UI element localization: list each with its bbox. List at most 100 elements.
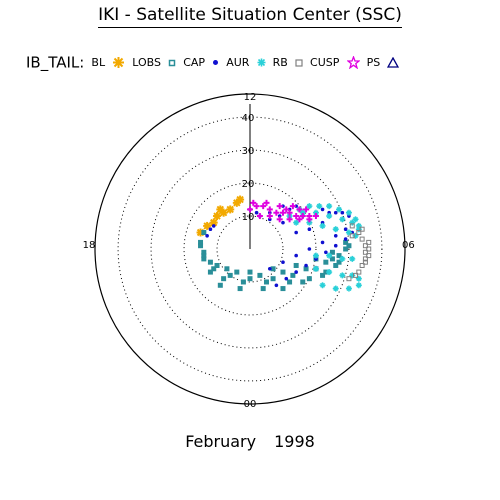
grid (117, 116, 383, 382)
data-point-lobs (306, 276, 312, 282)
data-point-lobs (329, 256, 335, 262)
data-point-aur (293, 219, 300, 226)
time-label-top: 12 (244, 92, 257, 103)
data-point-lobs (323, 259, 329, 265)
data-point-bl (213, 212, 222, 221)
radial-tick-label: 20 (242, 179, 255, 190)
data-point-cap (281, 220, 285, 225)
data-point-lobs (227, 272, 233, 278)
data-point-lobs (237, 286, 243, 292)
data-point-lobs (201, 249, 207, 255)
data-point-lobs (221, 276, 227, 282)
data-point-cap (205, 234, 209, 238)
data-point-cap (211, 224, 216, 228)
data-point-cap (281, 260, 285, 264)
data-point-cap (333, 243, 338, 248)
data-point-lobs (320, 272, 326, 278)
data-point-rb (346, 276, 352, 282)
data-point-aur (319, 222, 326, 229)
data-point-lobs (201, 230, 207, 236)
legend-item-cap: CAP (183, 56, 206, 69)
data-point-lobs (329, 249, 335, 255)
data-point-cusp (312, 213, 319, 220)
data-point-cap (294, 270, 298, 274)
legend-item-ps: PS (366, 56, 381, 69)
data-point-aur (312, 265, 319, 272)
data-point-lobs (247, 269, 253, 275)
year-label: 1998 (274, 432, 315, 451)
data-point-lobs (300, 279, 306, 285)
data-point-rb (366, 239, 372, 245)
data-point-cusp (293, 213, 300, 220)
data-point-rb (356, 230, 362, 236)
data-point-bl (209, 218, 218, 227)
date-footer: February 1998 (0, 432, 500, 451)
data-point-lobs (303, 266, 309, 272)
data-point-lobs (217, 282, 223, 288)
data-point-lobs (270, 266, 276, 272)
time-label-left: 18 (83, 240, 96, 251)
data-point-lobs (214, 262, 220, 268)
data-point-cusp (266, 213, 273, 220)
data-point-aur (336, 206, 343, 213)
legend-item-lobs: LOBS (132, 56, 162, 69)
data-point-aur (319, 282, 326, 289)
data-point-cusp (296, 216, 303, 223)
data-point-aur (312, 252, 319, 259)
data-point-cap (267, 266, 272, 271)
data-point-bl (216, 205, 225, 214)
data-point-rb (362, 259, 368, 265)
data-point-aur (332, 285, 339, 292)
data-point-cap (304, 263, 308, 268)
legend-asterisk-icon (257, 58, 266, 67)
data-point-lobs (207, 269, 213, 275)
data-point-lobs (280, 286, 286, 292)
data-point-cap (307, 247, 312, 251)
legend: IB_TAIL: BL LOBS CAP AUR RB CUSP PS (26, 52, 400, 72)
data-point-cap (284, 276, 289, 281)
data-point-cusp (286, 209, 293, 216)
data-point-rb (366, 253, 372, 259)
data-points (196, 195, 372, 292)
data-point-lobs (290, 272, 296, 278)
data-point-lobs (263, 279, 269, 285)
data-point-lobs (207, 259, 213, 265)
data-point-lobs (270, 276, 276, 282)
data-point-rb (362, 243, 368, 249)
data-point-cap (274, 283, 279, 288)
data-point-aur (345, 285, 352, 292)
radial-tick-label: 40 (242, 113, 255, 124)
time-label-bottom: 00 (244, 399, 257, 410)
data-point-aur (339, 255, 346, 262)
data-point-cap (333, 234, 338, 238)
data-point-aur (355, 282, 362, 289)
data-point-cap (314, 257, 318, 261)
data-point-bl (203, 221, 212, 230)
radial-tick-labels: 10 20 30 40 (242, 113, 255, 223)
data-point-lobs (333, 262, 339, 268)
legend-item-bl: BL (91, 56, 106, 69)
data-point-cap (320, 207, 325, 212)
chart-title: IKI - Satellite Situation Center (SSC) (0, 5, 500, 28)
data-point-cap (340, 210, 345, 215)
legend-item-aur: AUR (226, 56, 250, 69)
data-point-aur (345, 209, 352, 216)
radial-tick-label: 10 (242, 212, 255, 223)
data-point-lobs (257, 272, 263, 278)
data-point-rb (362, 256, 368, 262)
grid-circle (117, 116, 383, 382)
data-point-lobs (343, 239, 349, 245)
legend-star-icon (112, 56, 125, 69)
legend-square-icon (295, 58, 303, 67)
data-point-lobs (260, 286, 266, 292)
data-point-rb (366, 246, 372, 252)
data-point-lobs (336, 253, 342, 259)
time-label-right: 06 (402, 240, 415, 251)
data-point-lobs (224, 266, 230, 272)
data-point-aur (339, 272, 346, 279)
legend-item-cusp: CUSP (310, 56, 340, 69)
legend-square-icon (168, 59, 176, 67)
data-point-lobs (198, 239, 204, 245)
data-point-aur (326, 252, 333, 259)
